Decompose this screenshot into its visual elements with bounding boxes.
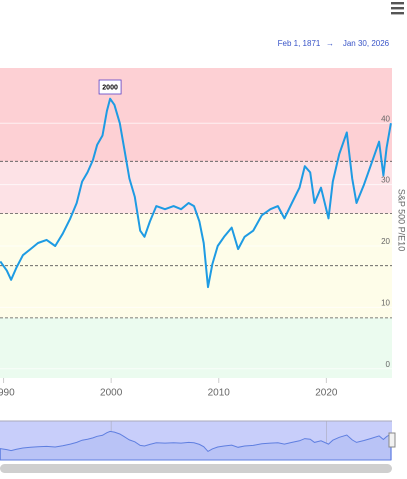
range-from[interactable]: Feb 1, 1871 xyxy=(278,39,321,48)
flag xyxy=(98,79,122,95)
y-tick-label: 30 xyxy=(381,176,390,185)
x-tick-label: 2000 xyxy=(100,388,123,399)
band xyxy=(0,68,392,162)
y-tick-label: 20 xyxy=(381,237,390,246)
band xyxy=(0,317,392,378)
x-tick-label: 2010 xyxy=(208,388,231,399)
y-axis-label: S&P 500 P/E10 xyxy=(397,189,407,251)
menu-bar xyxy=(391,12,404,15)
y-tick-label: 40 xyxy=(381,114,390,123)
navigator-area xyxy=(0,430,392,461)
x-tick-label: 1990 xyxy=(0,388,15,399)
range-separator: → xyxy=(326,39,334,48)
menu-bar xyxy=(391,2,404,5)
scrollbar[interactable] xyxy=(0,464,392,473)
menu-bar xyxy=(391,7,404,10)
band xyxy=(0,161,392,214)
navigator-handle[interactable] xyxy=(388,432,396,448)
range-to[interactable]: Jan 30, 2026 xyxy=(343,39,390,48)
flag-label: 2000 xyxy=(102,84,118,91)
menu-icon[interactable] xyxy=(391,2,404,15)
line xyxy=(0,97,392,289)
y-tick-label: 0 xyxy=(386,360,391,369)
x-tick-label: 2020 xyxy=(315,388,338,399)
y-tick-label: 10 xyxy=(381,299,390,308)
